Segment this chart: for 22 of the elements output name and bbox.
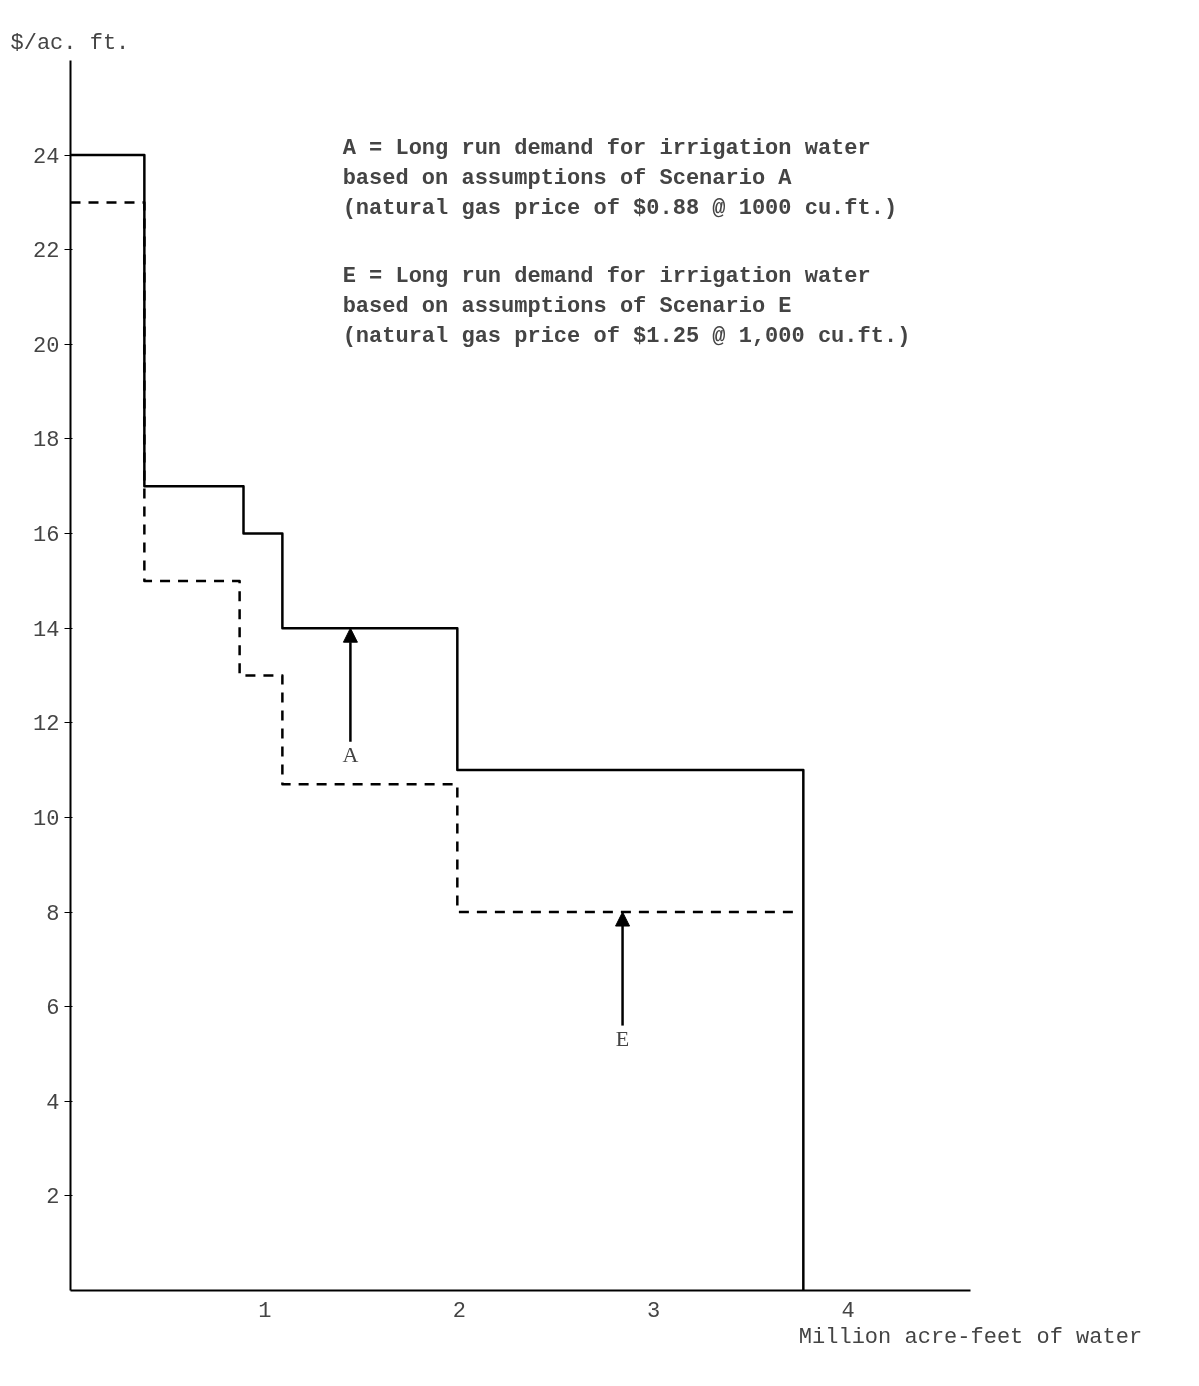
x-tick-label: 2 (452, 1298, 466, 1324)
annotation: A (342, 741, 359, 767)
y-axis-title: $/ac. ft. (10, 30, 130, 56)
annotation: E = Long run demand for irrigation water based on assumptions of Scenario E (natural gas price of $1.25 @ 1,000 cu.ft.) (342, 263, 911, 349)
y-tick-label: 24 (33, 144, 60, 170)
annotation: E (615, 1025, 630, 1051)
x-axis-title: Million acre-feet of water (798, 1324, 1143, 1350)
y-tick-label: 12 (33, 712, 60, 738)
y-tick-label: 16 (33, 523, 60, 549)
y-tick-label: 14 (33, 617, 60, 643)
y-tick-label: 2 (46, 1185, 60, 1211)
x-tick-label: 1 (258, 1298, 272, 1324)
y-tick-label: 6 (46, 996, 60, 1022)
y-tick-label: 10 (33, 806, 60, 832)
y-tick-label: 4 (46, 1090, 60, 1116)
x-tick-label: 3 (647, 1298, 661, 1324)
annotation: A = Long run demand for irrigation water based on assumptions of Scenario A (natural gas price of $0.88 @ 1000 cu.ft.) (342, 136, 898, 222)
y-tick-label: 8 (46, 901, 60, 927)
y-tick-label: 20 (33, 333, 60, 359)
x-tick-label: 4 (841, 1298, 855, 1324)
y-tick-label: 18 (33, 428, 60, 454)
y-tick-label: 22 (33, 239, 60, 265)
